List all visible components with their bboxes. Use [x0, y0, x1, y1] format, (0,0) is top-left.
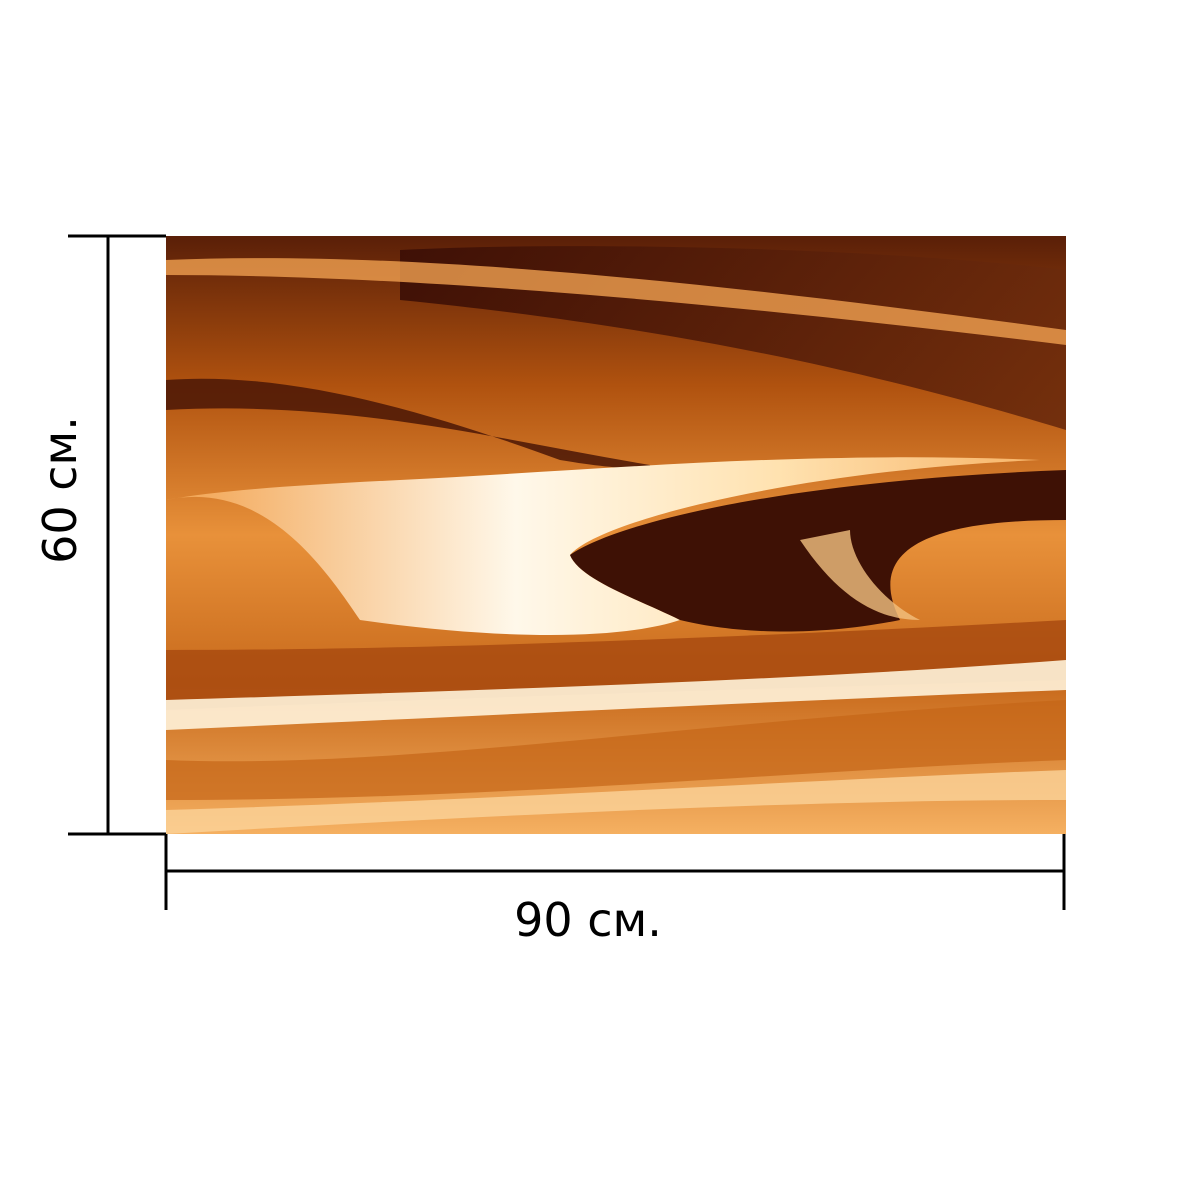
artwork: [166, 236, 1066, 834]
width-dimension: 90 см.: [164, 834, 1066, 947]
width-label: 90 см.: [514, 893, 662, 947]
height-label: 60 см.: [33, 416, 87, 564]
height-dimension: 60 см.: [33, 234, 166, 836]
